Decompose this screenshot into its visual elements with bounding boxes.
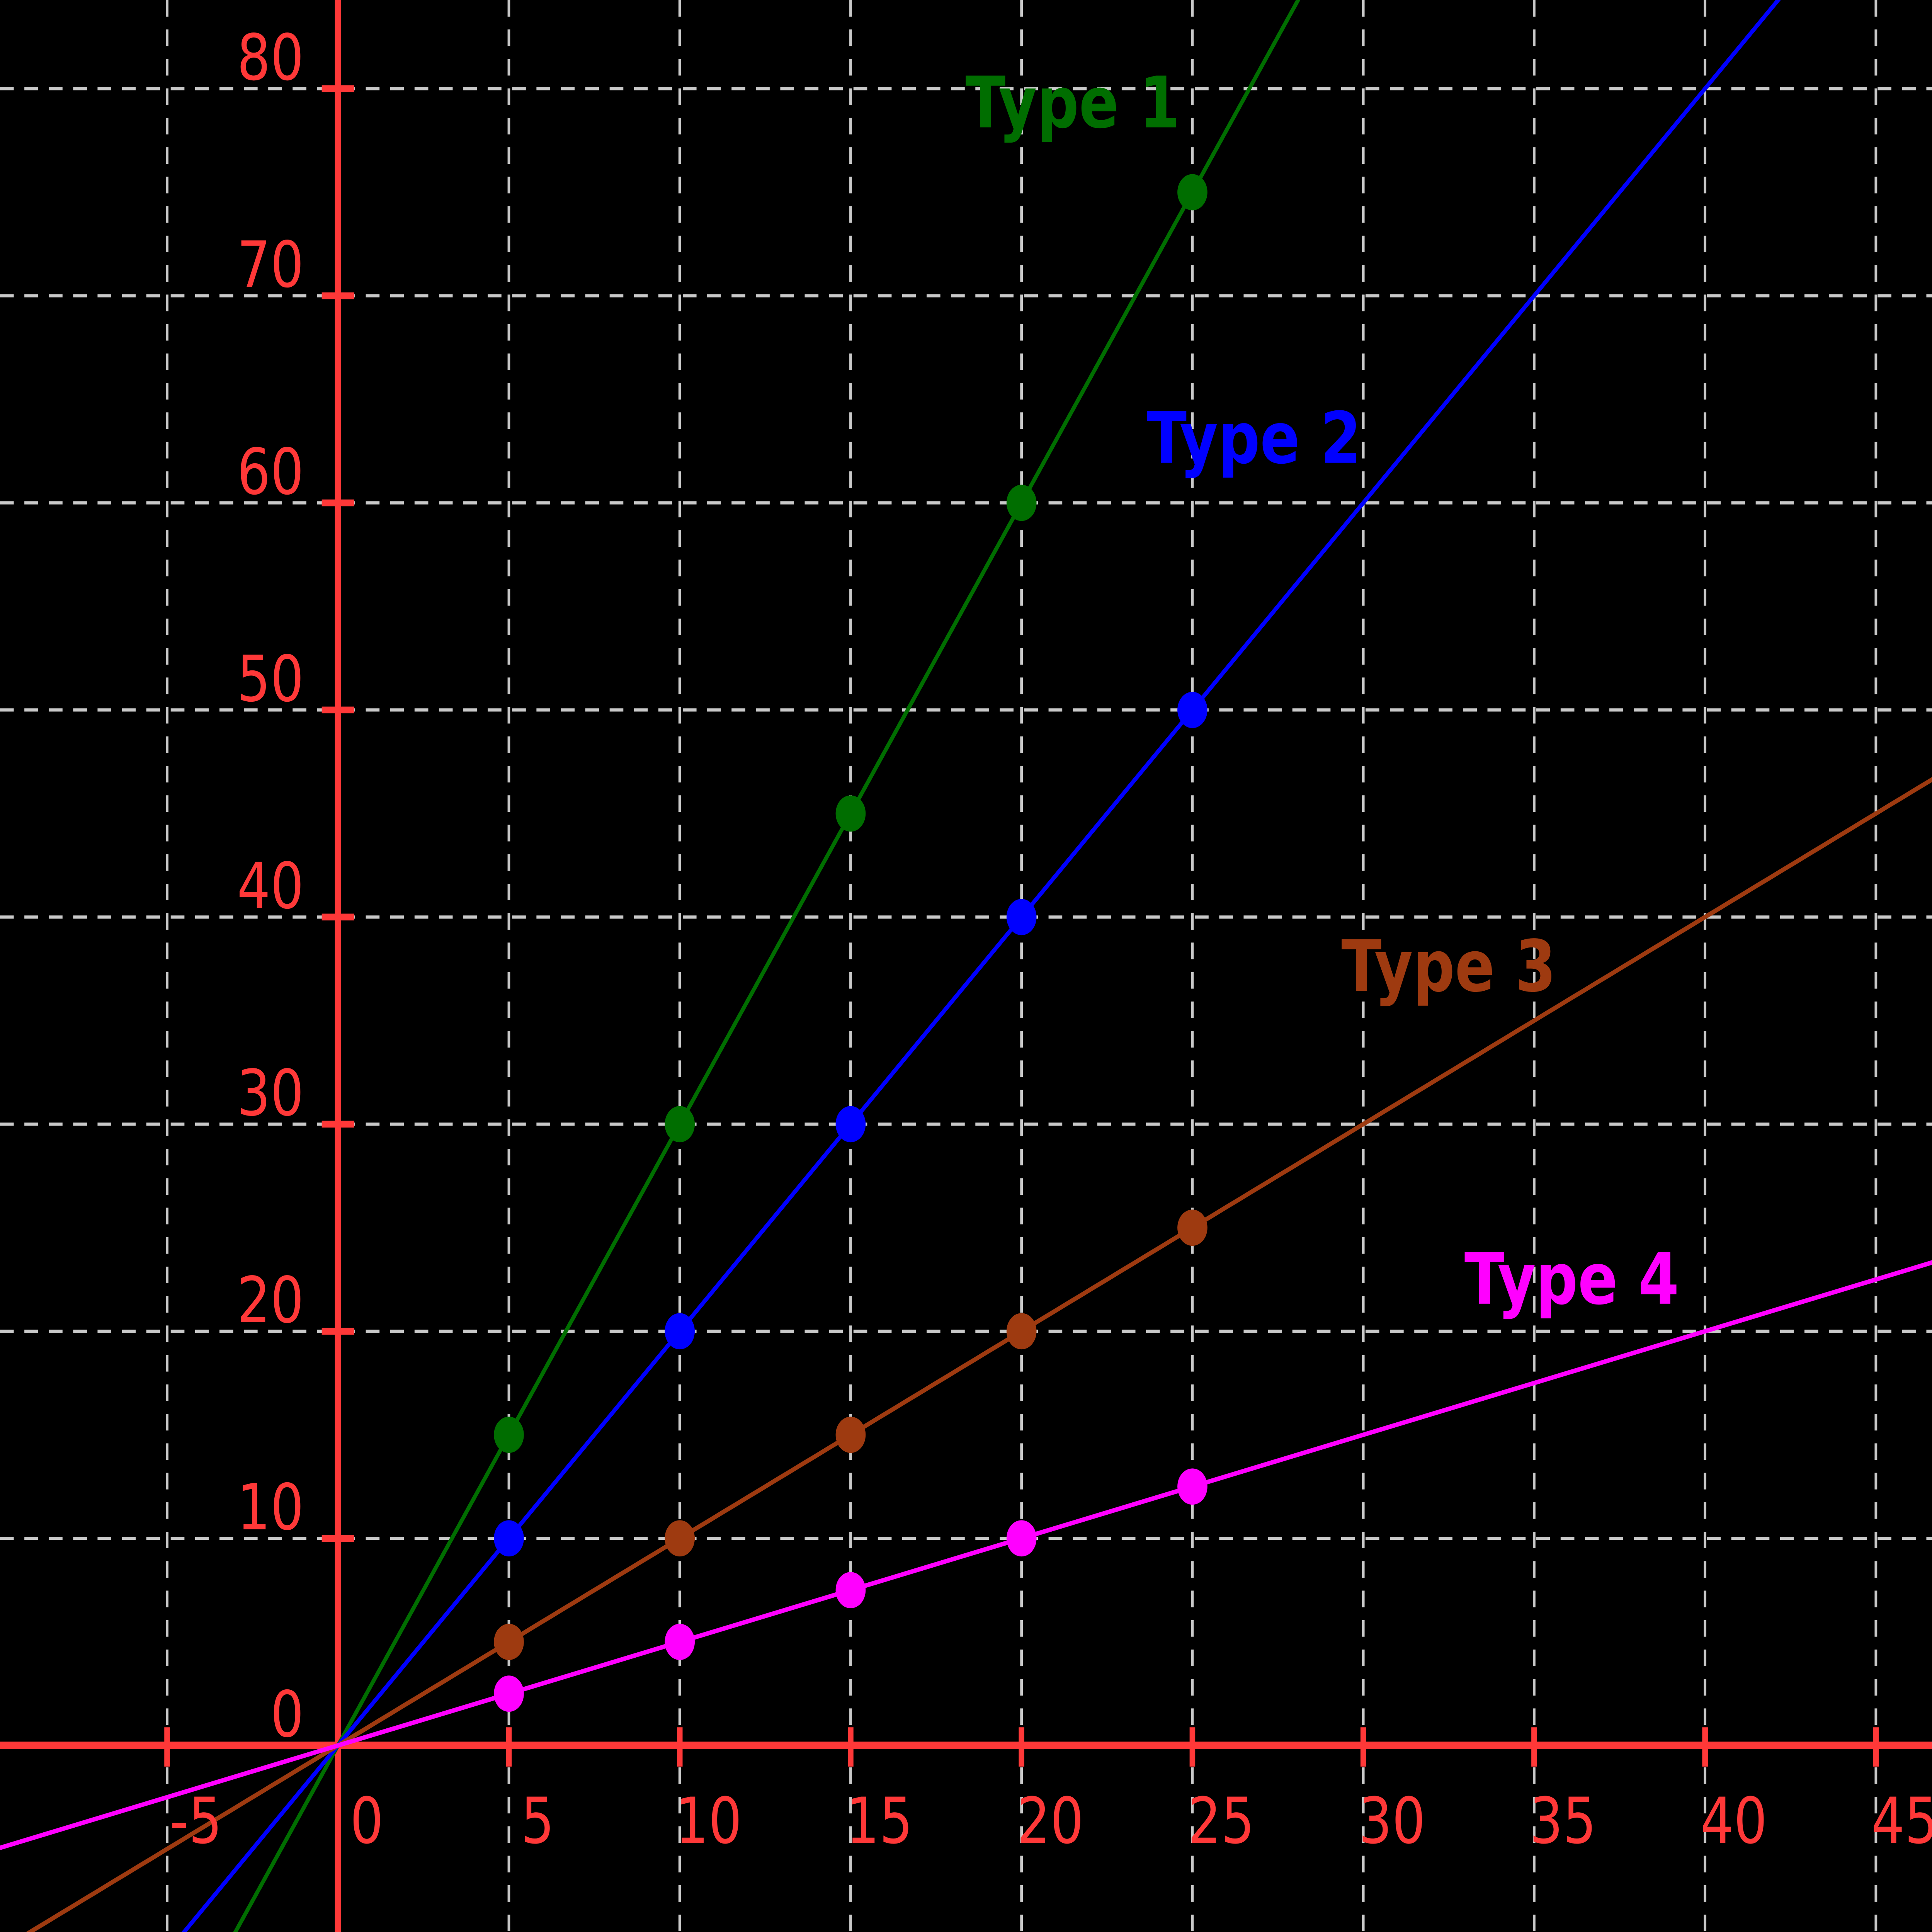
data-point-type-2-20 bbox=[1006, 899, 1037, 935]
x-tick-label-5: 5 bbox=[521, 1784, 554, 1858]
data-point-type-2-5 bbox=[494, 1520, 524, 1557]
data-point-type-1-10 bbox=[665, 1106, 695, 1143]
x-tick-label-25: 25 bbox=[1188, 1784, 1255, 1858]
x-tick-label-0: 0 bbox=[350, 1784, 383, 1858]
y-tick-label-30: 30 bbox=[237, 1056, 304, 1130]
data-point-type-4-10 bbox=[665, 1624, 695, 1660]
data-point-type-3-5 bbox=[494, 1624, 524, 1660]
data-point-type-3-10 bbox=[665, 1520, 695, 1557]
x-tick-label-35: 35 bbox=[1529, 1784, 1596, 1858]
data-point-type-1-25 bbox=[1177, 174, 1208, 211]
data-point-type-1-5 bbox=[494, 1417, 524, 1453]
y-tick-label-20: 20 bbox=[237, 1263, 304, 1337]
y-tick-label-70: 70 bbox=[237, 228, 304, 302]
series-line-type-4 bbox=[0, 1260, 1932, 1850]
y-tick-label-40: 40 bbox=[237, 849, 304, 923]
series-label-type-3: Type 3 bbox=[1341, 925, 1556, 1008]
data-point-type-2-10 bbox=[665, 1313, 695, 1350]
data-point-type-4-25 bbox=[1177, 1468, 1208, 1505]
x-tick-label-30: 30 bbox=[1359, 1784, 1425, 1858]
x-tick-label-15: 15 bbox=[846, 1784, 913, 1858]
data-point-type-2-25 bbox=[1177, 692, 1208, 728]
series-line-type-3 bbox=[26, 777, 1932, 1932]
y-tick-label-60: 60 bbox=[237, 435, 304, 509]
data-point-type-3-15 bbox=[835, 1417, 866, 1453]
y-tick-label-50: 50 bbox=[237, 642, 304, 716]
x-tick-label-40: 40 bbox=[1701, 1784, 1767, 1858]
data-point-type-1-20 bbox=[1006, 485, 1037, 521]
x-tick-label-10: 10 bbox=[675, 1784, 742, 1858]
series-label-type-4: Type 4 bbox=[1464, 1238, 1679, 1321]
x-tick-label-45: 45 bbox=[1871, 1784, 1932, 1858]
data-point-type-2-15 bbox=[835, 1106, 866, 1143]
x-tick-label--5: -5 bbox=[170, 1784, 222, 1858]
data-point-type-3-25 bbox=[1177, 1209, 1208, 1246]
series-label-type-1: Type 1 bbox=[966, 61, 1180, 145]
y-tick-label-80: 80 bbox=[237, 21, 304, 95]
y-tick-label-10: 10 bbox=[237, 1470, 304, 1544]
series-label-type-2: Type 2 bbox=[1146, 397, 1361, 480]
data-point-type-4-20 bbox=[1006, 1520, 1037, 1557]
data-point-type-1-15 bbox=[835, 795, 866, 832]
data-point-type-3-20 bbox=[1006, 1313, 1037, 1350]
data-point-type-4-15 bbox=[835, 1572, 866, 1609]
data-point-type-4-5 bbox=[494, 1675, 524, 1712]
y-tick-label-0: 0 bbox=[270, 1677, 304, 1752]
x-tick-label-20: 20 bbox=[1017, 1784, 1084, 1858]
